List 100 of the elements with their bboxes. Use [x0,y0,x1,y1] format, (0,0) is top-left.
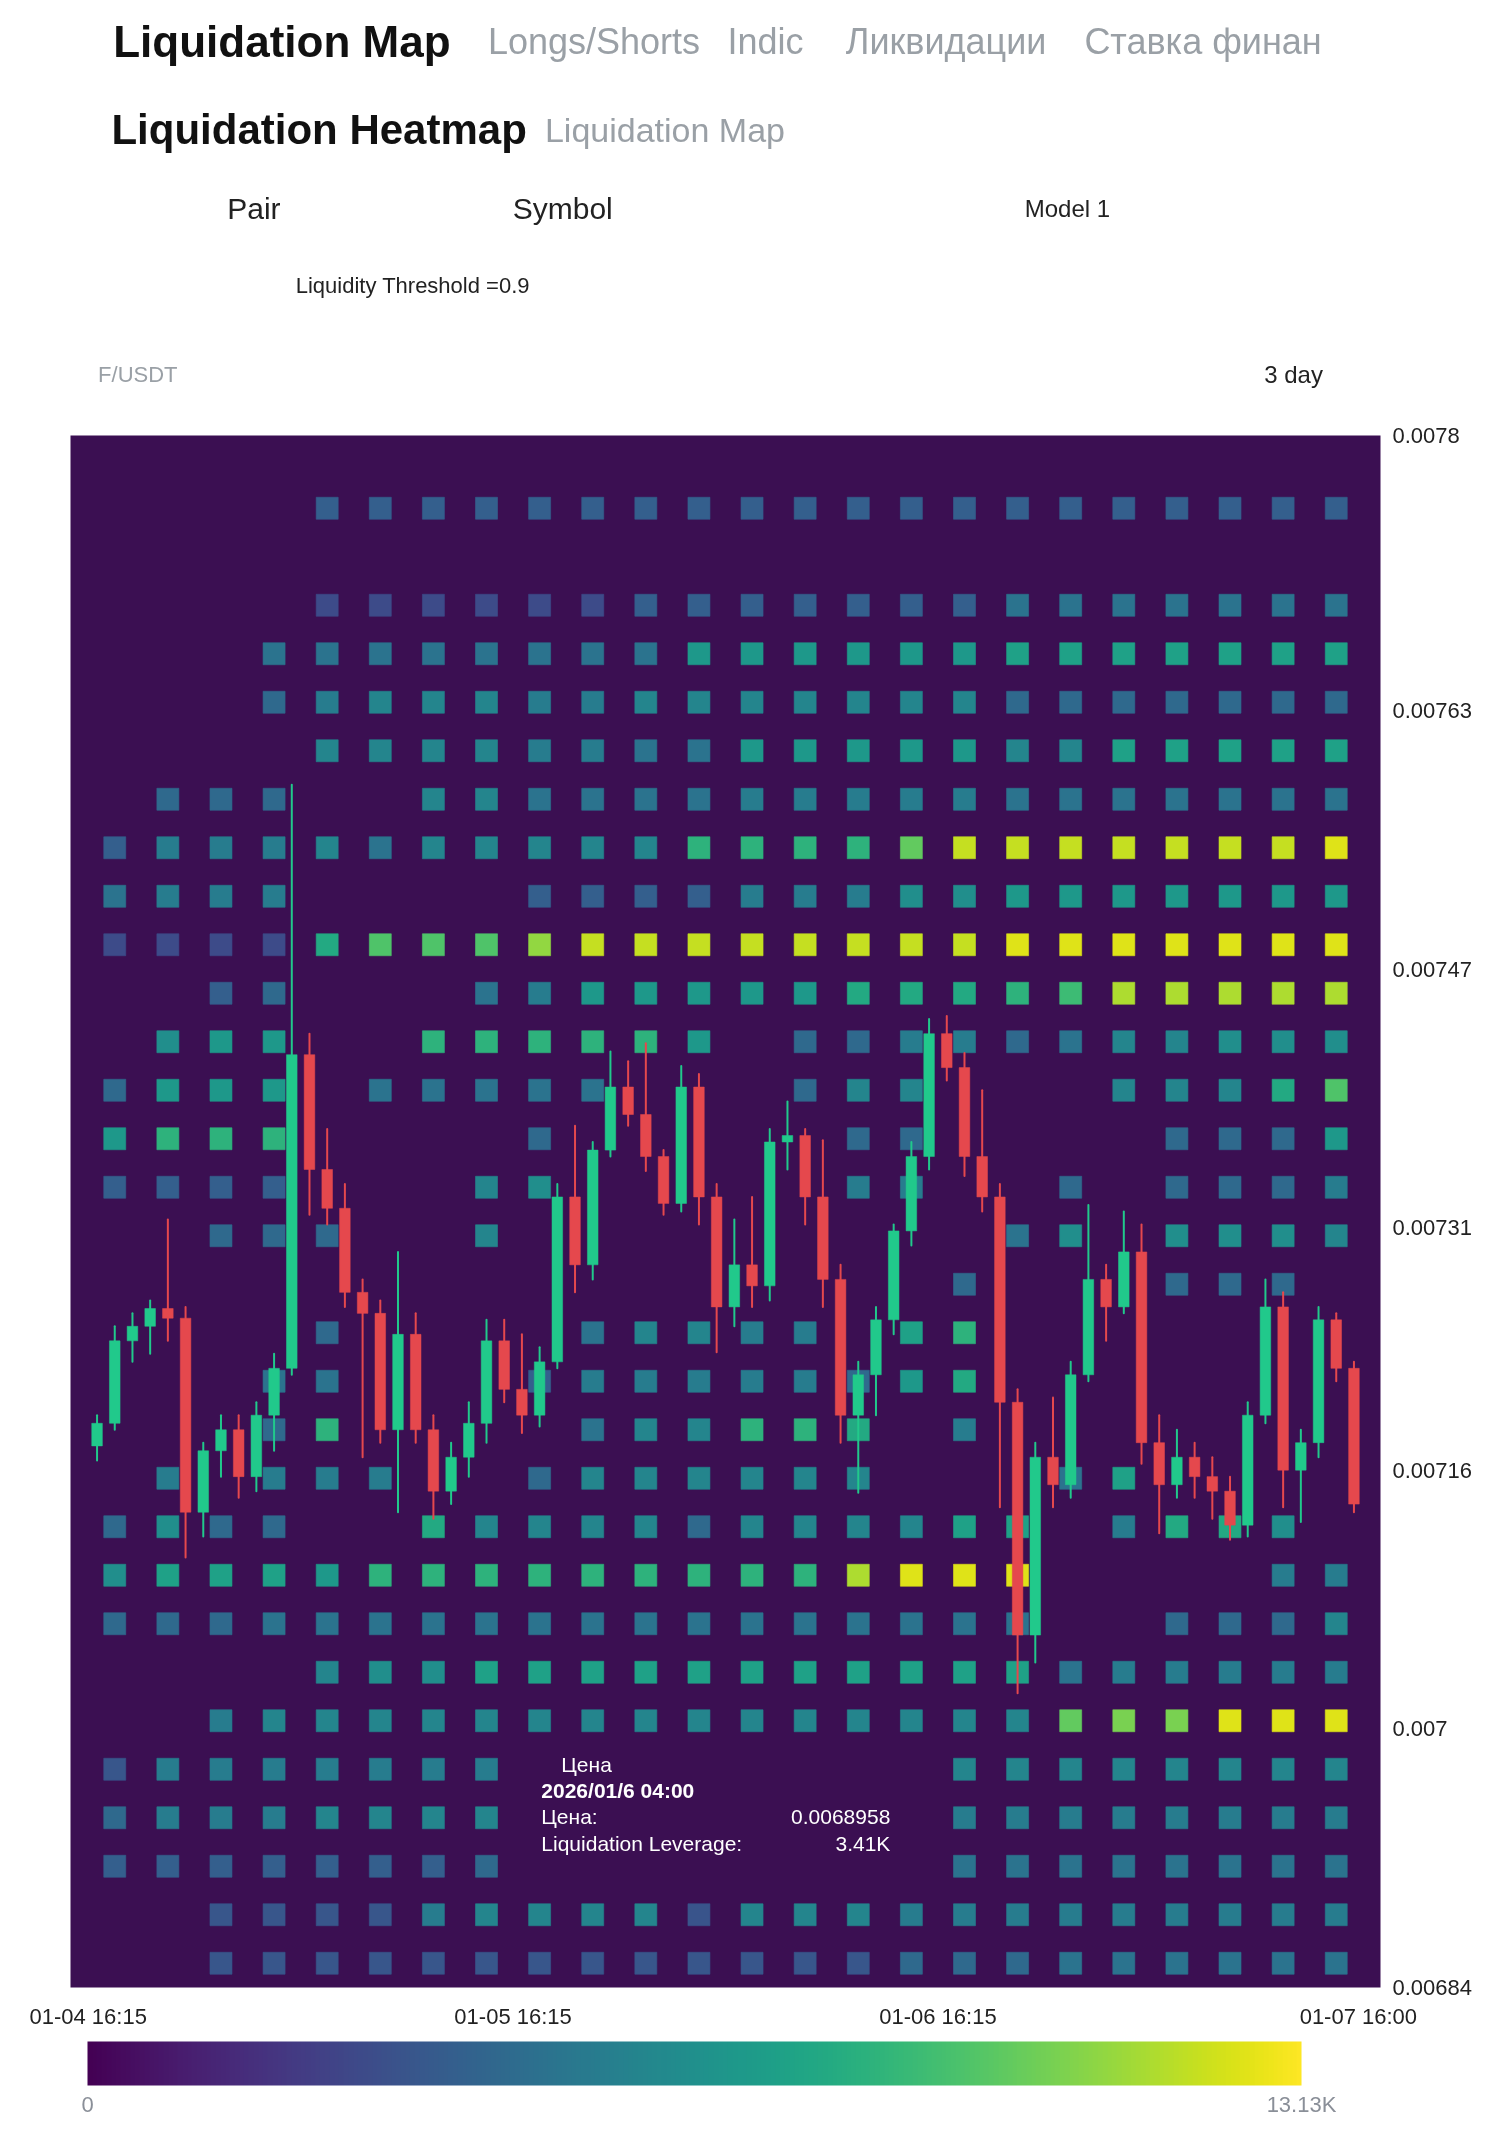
point [315,1951,339,1975]
point [793,1951,817,1975]
point [900,739,923,763]
point [953,1563,976,1587]
point [900,1127,923,1151]
point [953,836,976,860]
candlestick [126,1312,139,1363]
color-bar-label: 13.13K [1266,2091,1337,2117]
point [1324,1709,1348,1733]
annotation: Цена [561,1753,613,1777]
point [1165,1515,1189,1539]
point [846,593,870,617]
point [315,1321,339,1345]
point [581,1563,605,1587]
point [1165,933,1189,957]
point [793,1660,817,1684]
point [315,593,339,617]
point [1218,642,1242,666]
point [1271,1078,1295,1102]
point [953,496,976,520]
point [900,836,923,860]
point [1218,1272,1242,1296]
point [369,1951,392,1975]
point [422,593,445,617]
text: Ставка финан [1084,21,1322,62]
point [475,933,498,957]
point [1271,739,1295,763]
point [581,933,605,957]
point [262,690,286,714]
point [900,1951,923,1975]
point [1059,690,1082,714]
point [1324,739,1348,763]
point [1006,1030,1029,1054]
point [156,1127,180,1151]
color-bar-label: 0 [81,2091,94,2117]
point [1271,642,1295,666]
point [103,1806,127,1830]
point [793,981,817,1005]
point [1218,1709,1242,1733]
point [103,1612,127,1636]
point [528,1466,551,1490]
x-tick-label: 01-06 16:15 [879,2003,997,2029]
point [953,1515,976,1539]
point [262,1951,286,1975]
point [262,1030,286,1054]
point [1271,690,1295,714]
point [262,1175,286,1199]
point [687,593,711,617]
point [953,1951,976,1975]
point [1271,933,1295,957]
point [1165,1709,1189,1733]
point [1271,1175,1295,1199]
point [687,1660,711,1684]
point [581,884,605,908]
point [528,1660,551,1684]
point [262,1854,286,1878]
point [1165,836,1189,860]
point [793,1563,817,1587]
y-tick-label: 0.00731 [1392,1215,1473,1241]
point [900,1321,923,1345]
point [1165,642,1189,666]
point [953,642,976,666]
point [740,933,764,957]
point [262,933,286,957]
point [1112,1709,1136,1733]
point [103,1515,127,1539]
point [475,593,498,617]
point [209,981,233,1005]
point [209,1515,233,1539]
point [687,1030,711,1054]
point [315,1854,339,1878]
point [793,836,817,860]
point [793,1030,817,1054]
candlestick [162,1218,174,1342]
point [634,1951,658,1975]
point [953,1321,976,1345]
point [262,1224,286,1248]
point [1271,1224,1295,1248]
point [103,836,127,860]
point [369,593,392,617]
point [1271,1709,1295,1733]
point [475,1660,498,1684]
point [315,1224,339,1248]
point [1059,981,1082,1005]
candlestick [746,1195,758,1308]
point [262,981,286,1005]
point [1271,1272,1295,1296]
point [846,496,870,520]
point [1165,739,1189,763]
point [1165,1175,1189,1199]
candlestick [91,1414,103,1462]
point [1006,884,1029,908]
point [475,1030,498,1054]
text: F/USDT [98,362,178,387]
point [1165,1127,1189,1151]
point [1006,642,1029,666]
point [793,933,817,957]
point [528,933,551,957]
point [1059,1175,1082,1199]
x-tick-label: 01-07 16:00 [1299,2003,1418,2029]
